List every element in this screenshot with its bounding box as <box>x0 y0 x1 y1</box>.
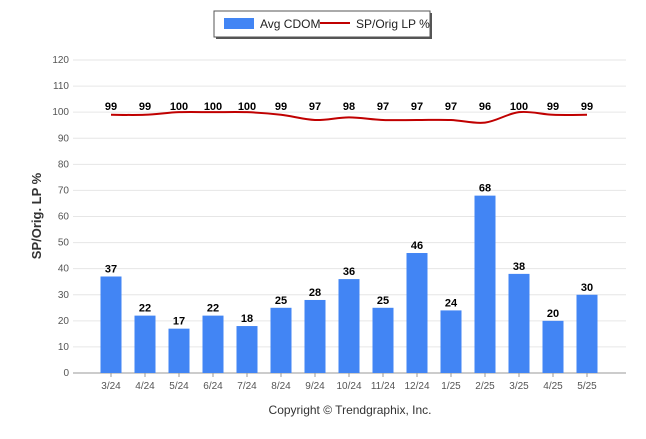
x-tick-label: 2/25 <box>475 381 495 392</box>
line-data-label: 97 <box>445 101 457 113</box>
bar <box>406 253 428 373</box>
bar-data-label: 28 <box>309 287 321 299</box>
y-axis: 0 10 20 30 40 50 60 70 80 90 100 110 120 <box>52 55 69 379</box>
y-tick-label: 40 <box>58 264 70 275</box>
y-tick-label: 110 <box>53 81 69 92</box>
line-data-label: 100 <box>170 101 188 113</box>
bar <box>134 315 156 373</box>
y-axis-label: SP/Orig. LP % <box>29 172 44 259</box>
line-data-label: 97 <box>411 101 423 113</box>
x-tick-label: 12/24 <box>404 381 429 392</box>
x-tick-label: 8/24 <box>271 381 291 392</box>
x-tick-label: 3/25 <box>509 381 529 392</box>
bar-data-label: 20 <box>547 308 559 320</box>
x-tick-label: 4/24 <box>135 381 155 392</box>
bar-data-label: 25 <box>377 295 389 307</box>
bar-data-label: 25 <box>275 295 287 307</box>
bar <box>202 315 224 373</box>
y-tick-label: 100 <box>52 107 69 118</box>
line-data-label: 99 <box>139 101 151 113</box>
bar-data-label: 24 <box>445 297 458 309</box>
legend: Avg CDOM SP/Orig LP % <box>213 10 432 39</box>
x-tick-label: 4/25 <box>543 381 563 392</box>
bar-data-label: 68 <box>479 183 491 195</box>
line-data-label: 100 <box>510 101 528 113</box>
bar-data-label: 22 <box>207 303 219 315</box>
x-tick-label: 1/25 <box>441 381 461 392</box>
bar-data-label: 38 <box>513 261 525 273</box>
y-tick-label: 10 <box>58 342 70 353</box>
y-tick-label: 80 <box>58 159 70 170</box>
line-data-label: 99 <box>275 101 287 113</box>
bar <box>474 195 496 373</box>
y-tick-label: 60 <box>58 212 70 223</box>
x-tick-label: 9/24 <box>305 381 325 392</box>
y-tick-label: 50 <box>58 238 70 249</box>
y-tick-label: 90 <box>58 133 70 144</box>
bar-data-label: 17 <box>173 316 185 328</box>
line-data-label: 97 <box>377 101 389 113</box>
copyright-text: Copyright © Trendgraphix, Inc. <box>269 403 432 417</box>
bar-data-label: 46 <box>411 240 423 252</box>
x-tick-label: 6/24 <box>203 381 223 392</box>
y-tick-label: 20 <box>58 316 70 327</box>
line-data-label: 96 <box>479 101 491 113</box>
line-data-label: 98 <box>343 101 355 113</box>
bar <box>168 328 190 373</box>
bar <box>576 294 598 373</box>
x-axis: 3/24 4/24 5/24 6/24 7/24 8/24 9/24 10/24 11/24 12… <box>101 373 597 392</box>
y-tick-label: 70 <box>58 185 70 196</box>
y-tick-label: 30 <box>58 290 70 301</box>
legend-label-bar: Avg CDOM <box>260 17 320 31</box>
bar <box>338 279 360 373</box>
x-tick-label: 7/24 <box>237 381 257 392</box>
legend-swatch-bar <box>224 18 254 29</box>
bar <box>508 273 530 373</box>
bar-data-label: 30 <box>581 282 593 294</box>
y-tick-label: 0 <box>63 368 69 379</box>
x-tick-label: 3/24 <box>101 381 121 392</box>
bar <box>236 326 258 373</box>
grid <box>73 59 626 374</box>
line-data-label: 99 <box>581 101 593 113</box>
line-series: 99 99 100 100 100 99 97 98 97 97 97 96 100 99 99 <box>105 101 593 124</box>
line-data-label: 97 <box>309 101 321 113</box>
bar-data-label: 37 <box>105 263 117 275</box>
bar <box>542 320 564 373</box>
y-tick-label: 120 <box>52 55 69 66</box>
line-data-label: 99 <box>547 101 559 113</box>
x-tick-label: 11/24 <box>371 381 396 392</box>
x-tick-label: 5/25 <box>577 381 597 392</box>
bar-data-label: 22 <box>139 303 151 315</box>
x-tick-label: 10/24 <box>336 381 361 392</box>
bar-data-label: 18 <box>241 313 253 325</box>
line-data-label: 100 <box>204 101 222 113</box>
bar <box>100 276 122 373</box>
bar <box>440 310 462 373</box>
bar-series: 37 22 17 22 18 25 28 36 25 46 24 68 38 20 30 <box>100 183 598 373</box>
line-data-label: 99 <box>105 101 117 113</box>
legend-label-line: SP/Orig LP % <box>356 17 430 31</box>
x-tick-label: 5/24 <box>169 381 189 392</box>
line-data-label: 100 <box>238 101 256 113</box>
bar-data-label: 36 <box>343 266 355 278</box>
bar <box>304 299 326 373</box>
line-path <box>110 110 588 124</box>
bar <box>270 307 292 373</box>
bar <box>372 307 394 373</box>
